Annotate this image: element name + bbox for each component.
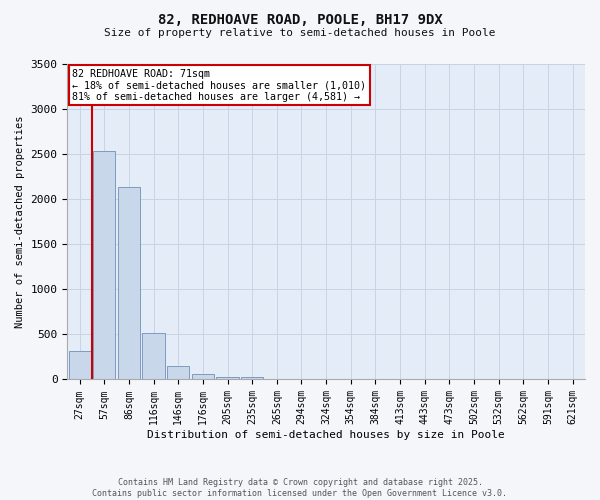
Bar — [93, 152, 115, 380]
Bar — [118, 188, 140, 380]
Y-axis label: Number of semi-detached properties: Number of semi-detached properties — [15, 116, 25, 328]
Bar — [217, 377, 239, 380]
Bar — [167, 366, 190, 380]
Text: 82 REDHOAVE ROAD: 71sqm
← 18% of semi-detached houses are smaller (1,010)
81% of: 82 REDHOAVE ROAD: 71sqm ← 18% of semi-de… — [73, 68, 367, 102]
Bar — [192, 374, 214, 380]
Text: 82, REDHOAVE ROAD, POOLE, BH17 9DX: 82, REDHOAVE ROAD, POOLE, BH17 9DX — [158, 12, 442, 26]
X-axis label: Distribution of semi-detached houses by size in Poole: Distribution of semi-detached houses by … — [147, 430, 505, 440]
Text: Contains HM Land Registry data © Crown copyright and database right 2025.
Contai: Contains HM Land Registry data © Crown c… — [92, 478, 508, 498]
Bar — [142, 332, 164, 380]
Bar — [68, 351, 91, 380]
Text: Size of property relative to semi-detached houses in Poole: Size of property relative to semi-detach… — [104, 28, 496, 38]
Bar — [241, 377, 263, 380]
